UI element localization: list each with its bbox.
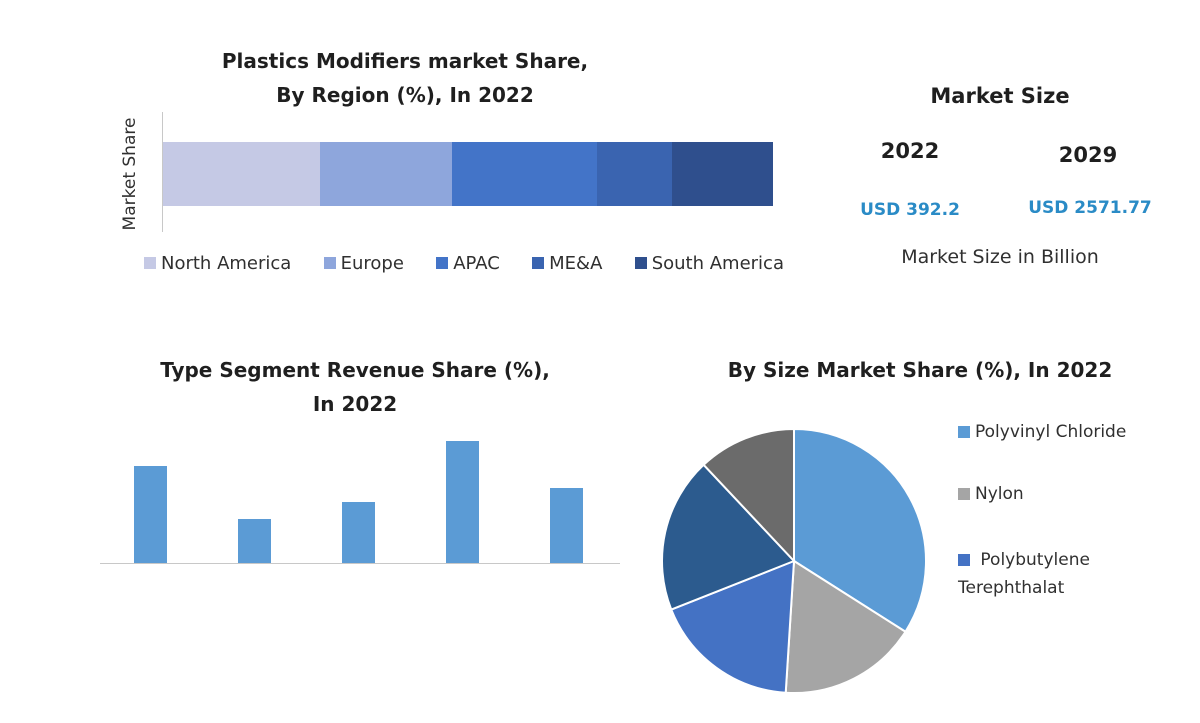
type-bars-area <box>100 430 620 563</box>
pie-legend-item: Nylon <box>958 484 1024 504</box>
region-bar-segment <box>672 142 773 206</box>
market-size-caption: Market Size in Billion <box>901 246 1099 268</box>
type-x-axis <box>100 563 620 564</box>
region-legend: North America Europe APAC ME&A South America <box>144 250 784 276</box>
pie-legend-label: Nylon <box>975 484 1024 504</box>
region-chart-title: Plastics Modifiers market Share, By Regi… <box>160 44 650 112</box>
type-bar <box>341 502 375 563</box>
region-legend-item: North America <box>144 250 291 276</box>
region-y-axis <box>162 112 163 232</box>
region-legend-swatch <box>532 257 545 269</box>
type-title-line2: In 2022 <box>312 392 398 416</box>
region-title-line1: Plastics Modifiers market Share, <box>221 49 589 73</box>
region-legend-item: APAC <box>436 250 500 276</box>
pie-legend-swatch <box>958 554 970 566</box>
region-bar-segment <box>163 142 321 206</box>
market-size-value-2022: USD 392.2 <box>860 200 960 220</box>
region-legend-label: ME&A <box>549 252 603 274</box>
pie-legend-item: Polyvinyl Chloride <box>958 422 1126 442</box>
type-bar <box>133 466 167 563</box>
type-title-line1: Type Segment Revenue Share (%), <box>160 358 550 382</box>
region-legend-item: ME&A <box>532 250 602 276</box>
region-legend-item: Europe <box>323 250 404 276</box>
region-bar-segment <box>452 142 597 206</box>
market-size-year-2029: 2029 <box>1058 143 1118 167</box>
region-stacked-bar <box>163 142 773 206</box>
type-chart-title: Type Segment Revenue Share (%), In 2022 <box>110 353 600 421</box>
type-bar <box>237 518 271 563</box>
size-pie-chart <box>661 427 927 694</box>
pie-legend-swatch <box>958 426 970 438</box>
size-pie-legend: Polyvinyl Chloride Nylon Polybutylene Te… <box>958 418 1188 600</box>
region-legend-swatch <box>436 257 449 269</box>
size-chart-title: By Size Market Share (%), In 2022 <box>727 358 1113 382</box>
region-title-line2: By Region (%), In 2022 <box>276 83 534 107</box>
region-legend-swatch <box>144 257 156 269</box>
region-bar-segment <box>320 142 453 206</box>
region-legend-label: South America <box>651 252 784 274</box>
region-legend-label: APAC <box>453 252 500 274</box>
pie-legend-label: Polybutylene Terephthalat <box>958 550 1090 598</box>
pie-slice <box>702 427 795 564</box>
region-bar-segment <box>596 142 673 206</box>
region-legend-label: Europe <box>340 252 404 274</box>
type-bar <box>549 488 583 563</box>
market-size-year-2022: 2022 <box>880 139 940 163</box>
region-legend-swatch <box>323 257 336 269</box>
region-y-axis-label: Market Share <box>120 117 140 231</box>
region-legend-label: North America <box>161 252 292 274</box>
region-legend-item: South America <box>634 250 784 276</box>
pie-slice <box>661 463 796 611</box>
market-size-title: Market Size <box>930 84 1070 108</box>
type-bar <box>445 441 479 563</box>
region-legend-swatch <box>634 257 647 269</box>
pie-legend-label: Polyvinyl Chloride <box>975 422 1127 442</box>
pie-legend-swatch <box>958 488 970 500</box>
pie-legend-item: Polybutylene Terephthalat <box>958 546 1178 602</box>
market-size-value-2029: USD 2571.77 <box>1028 198 1152 218</box>
